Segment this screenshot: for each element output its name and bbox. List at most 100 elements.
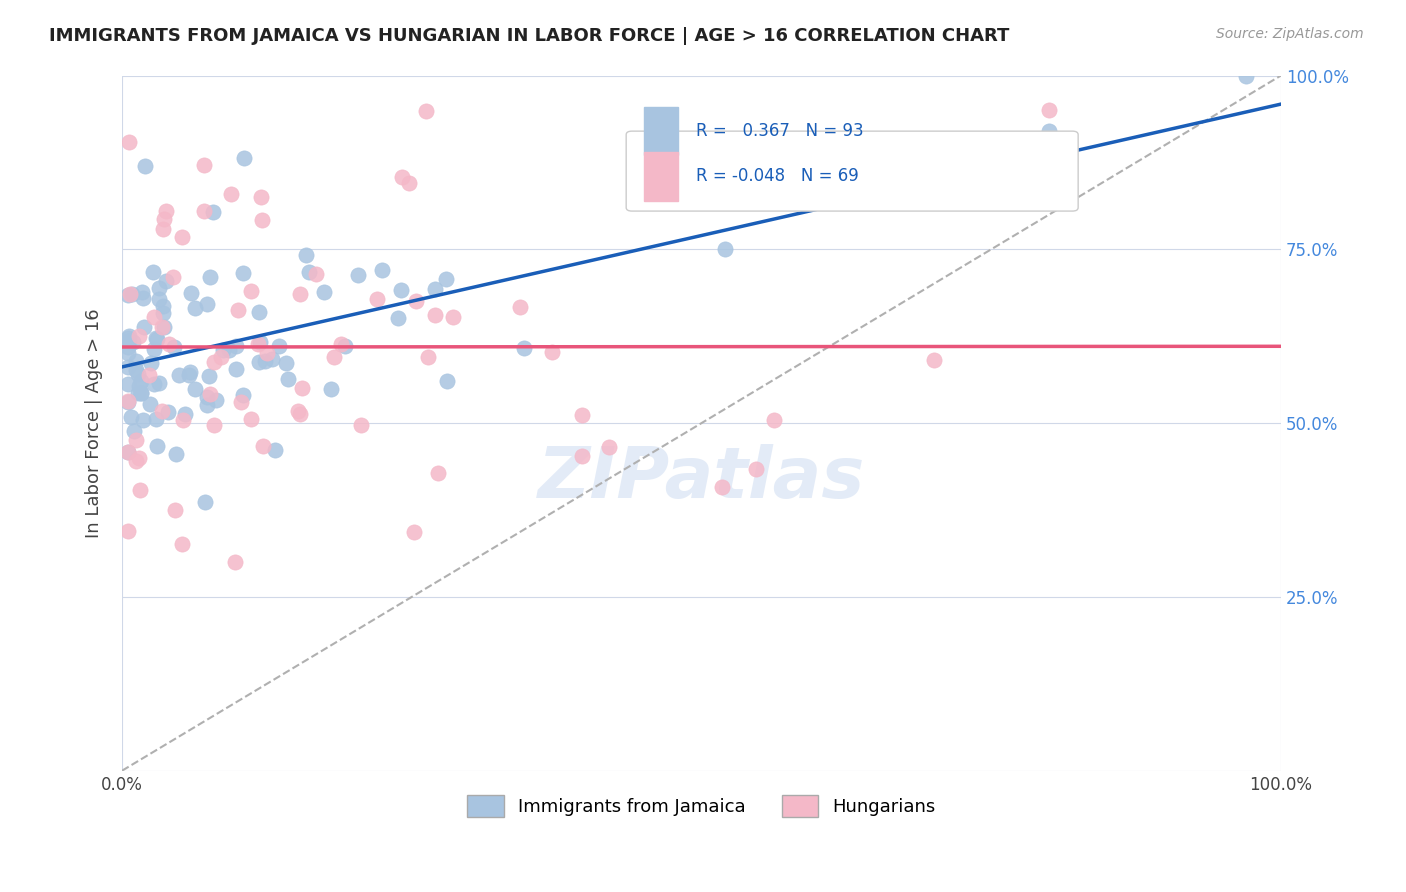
Point <box>118 329 141 343</box>
Point <box>513 341 536 355</box>
Point <box>264 443 287 458</box>
Point <box>540 345 562 359</box>
Point <box>287 404 309 418</box>
Text: R = -0.048   N = 69: R = -0.048 N = 69 <box>696 168 859 186</box>
Point <box>148 292 170 306</box>
Point <box>184 382 207 396</box>
Text: R =   0.367   N = 93: R = 0.367 N = 93 <box>696 122 863 140</box>
Point <box>152 306 174 320</box>
Point <box>314 285 336 299</box>
Point <box>139 397 162 411</box>
Point <box>209 350 232 364</box>
Point <box>436 374 458 388</box>
Point <box>398 176 420 190</box>
Point <box>120 287 142 301</box>
Point <box>180 286 202 301</box>
Point <box>155 274 177 288</box>
Point <box>202 418 225 433</box>
Point <box>571 408 593 422</box>
Point <box>177 368 200 382</box>
Point <box>152 299 174 313</box>
Point <box>232 388 254 402</box>
Point <box>425 309 447 323</box>
Point <box>509 300 531 314</box>
Point <box>157 336 180 351</box>
Point <box>201 204 224 219</box>
Point <box>277 372 299 386</box>
Point <box>142 310 165 325</box>
Point <box>195 398 218 412</box>
Point <box>405 293 427 308</box>
Point <box>297 265 319 279</box>
Text: ZIPatlas: ZIPatlas <box>538 444 865 513</box>
Point <box>129 386 152 401</box>
Point <box>118 334 141 349</box>
Point <box>134 320 156 334</box>
Point <box>134 159 156 173</box>
Point <box>256 345 278 359</box>
Point <box>129 375 152 389</box>
Point <box>371 263 394 277</box>
FancyBboxPatch shape <box>626 131 1078 211</box>
Point <box>193 203 215 218</box>
Point <box>247 305 270 319</box>
Point <box>240 285 263 299</box>
Point <box>402 524 425 539</box>
Point <box>762 413 785 427</box>
Point <box>202 355 225 369</box>
Point <box>162 270 184 285</box>
Point <box>156 405 179 419</box>
Point <box>128 450 150 465</box>
Point <box>117 444 139 458</box>
Point <box>138 368 160 383</box>
Point <box>172 230 194 244</box>
Point <box>197 368 219 383</box>
Point <box>148 376 170 391</box>
Point <box>426 466 449 480</box>
Point <box>218 343 240 357</box>
Point <box>179 366 201 380</box>
Point <box>117 395 139 409</box>
Point <box>253 354 276 368</box>
Point <box>117 359 139 374</box>
Point <box>391 170 413 185</box>
Point <box>1038 124 1060 138</box>
Point <box>117 377 139 392</box>
Point <box>571 449 593 463</box>
Point <box>145 439 167 453</box>
Point <box>152 211 174 226</box>
Point <box>441 310 464 324</box>
Point <box>219 186 242 201</box>
Point <box>117 444 139 458</box>
Point <box>713 242 735 256</box>
Point <box>252 439 274 453</box>
Point <box>142 265 165 279</box>
Point <box>141 356 163 370</box>
Point <box>152 222 174 236</box>
Point <box>274 356 297 370</box>
Point <box>165 447 187 461</box>
Point <box>165 503 187 517</box>
Point <box>262 352 284 367</box>
Point <box>145 331 167 345</box>
Point <box>389 283 412 297</box>
Point <box>416 350 439 364</box>
Point <box>174 408 197 422</box>
Bar <box>644 152 678 201</box>
Point <box>323 351 346 365</box>
Point <box>153 319 176 334</box>
Point <box>333 339 356 353</box>
Point <box>167 368 190 382</box>
Point <box>225 339 247 353</box>
Point <box>350 417 373 432</box>
Point <box>117 524 139 538</box>
Point <box>117 393 139 408</box>
Point <box>145 332 167 346</box>
Point <box>329 336 352 351</box>
Point <box>1038 103 1060 118</box>
Point <box>415 104 437 119</box>
Point <box>172 537 194 551</box>
Point <box>194 495 217 509</box>
Point <box>295 248 318 262</box>
Point <box>423 282 446 296</box>
